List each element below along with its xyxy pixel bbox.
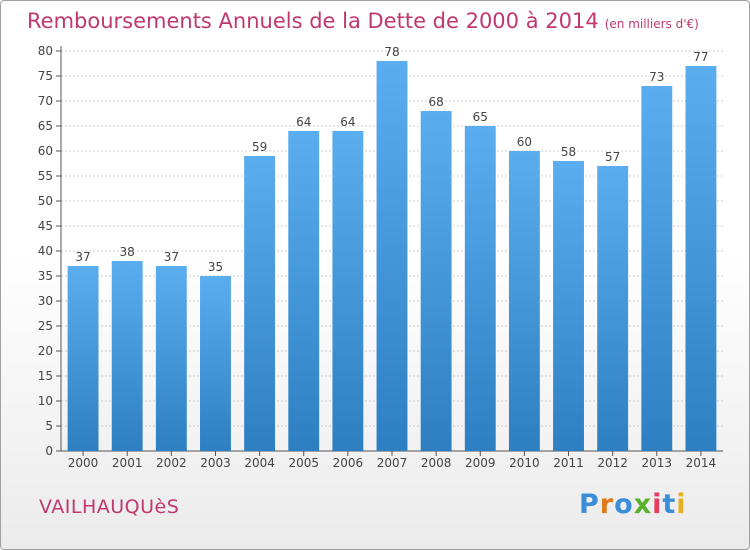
data-label: 68 xyxy=(428,95,443,109)
x-tick-label: 2002 xyxy=(156,456,187,470)
y-tick-label: 20 xyxy=(38,344,53,358)
x-tick-label: 2001 xyxy=(112,456,143,470)
logo-letter: i xyxy=(652,489,663,520)
x-tick-label: 2007 xyxy=(377,456,408,470)
x-tick-label: 2014 xyxy=(686,456,717,470)
y-tick-label: 50 xyxy=(38,194,53,208)
bar xyxy=(420,111,452,451)
bar xyxy=(155,266,187,451)
logo-letter: t xyxy=(662,489,677,520)
y-tick-label: 0 xyxy=(45,444,53,458)
data-label: 65 xyxy=(473,110,488,124)
x-tick-label: 2003 xyxy=(200,456,231,470)
bar xyxy=(464,126,496,451)
y-tick-label: 60 xyxy=(38,144,53,158)
x-tick-label: 2012 xyxy=(597,456,628,470)
x-tick-label: 2006 xyxy=(333,456,364,470)
x-tick-label: 2010 xyxy=(509,456,540,470)
bar xyxy=(332,131,364,451)
logo-letter: x xyxy=(633,489,653,520)
proxiti-logo[interactable]: Proxiti xyxy=(579,489,687,520)
logo-letter: i xyxy=(676,489,687,520)
data-label: 37 xyxy=(164,250,179,264)
bar xyxy=(508,151,540,451)
y-tick-label: 25 xyxy=(38,319,53,333)
y-tick-label: 15 xyxy=(38,369,53,383)
x-tick-label: 2009 xyxy=(465,456,496,470)
y-tick-label: 10 xyxy=(38,394,53,408)
bar xyxy=(685,66,717,451)
y-tick-label: 70 xyxy=(38,94,53,108)
chart-title: Remboursements Annuels de la Dette de 20… xyxy=(27,9,699,33)
x-tick-label: 2004 xyxy=(244,456,275,470)
y-tick-label: 45 xyxy=(38,219,53,233)
logo-letter: r xyxy=(599,489,615,520)
data-label: 35 xyxy=(208,260,223,274)
y-tick-label: 65 xyxy=(38,119,53,133)
x-tick-label: 2000 xyxy=(68,456,99,470)
data-label: 77 xyxy=(693,50,708,64)
data-label: 58 xyxy=(561,145,576,159)
y-tick-label: 75 xyxy=(38,69,53,83)
bars xyxy=(67,61,717,451)
chart-unit: (en milliers d'€) xyxy=(604,17,699,31)
y-tick-label: 40 xyxy=(38,244,53,258)
bar xyxy=(67,266,99,451)
bar xyxy=(641,86,673,451)
y-tick-label: 30 xyxy=(38,294,53,308)
data-label: 60 xyxy=(517,135,532,149)
x-tick-label: 2005 xyxy=(288,456,319,470)
bar xyxy=(111,261,143,451)
axes: 0 5 10 15 20 25 30 35 40 45 50 55 60 65 70 75 80 2000 2001… xyxy=(38,44,723,470)
bar xyxy=(376,61,408,451)
data-label: 37 xyxy=(75,250,90,264)
place-name: VAILHAUQUèS xyxy=(39,496,180,518)
bar xyxy=(288,131,320,451)
logo-letter: P xyxy=(579,489,600,520)
chart-title-text: Remboursements Annuels de la Dette de 20… xyxy=(27,9,599,33)
y-tick-label: 80 xyxy=(38,44,53,58)
y-tick-label: 35 xyxy=(38,269,53,283)
bar xyxy=(244,156,276,451)
logo-letter: o xyxy=(614,489,634,520)
x-tick-label: 2011 xyxy=(553,456,584,470)
bar xyxy=(200,276,231,451)
data-label: 59 xyxy=(252,140,267,154)
x-tick-label: 2013 xyxy=(642,456,673,470)
data-label: 64 xyxy=(296,115,311,129)
data-label: 57 xyxy=(605,150,620,164)
data-label: 73 xyxy=(649,70,664,84)
data-label: 64 xyxy=(340,115,355,129)
data-labels: 37 38 37 35 59 64 64 78 68 65 60 58 57 73 77 xyxy=(75,45,708,274)
bar xyxy=(553,161,584,451)
data-label: 78 xyxy=(384,45,399,59)
y-tick-label: 55 xyxy=(38,169,53,183)
x-tick-label: 2008 xyxy=(421,456,452,470)
y-tick-label: 5 xyxy=(45,419,53,433)
bar xyxy=(597,166,629,451)
data-label: 38 xyxy=(120,245,135,259)
